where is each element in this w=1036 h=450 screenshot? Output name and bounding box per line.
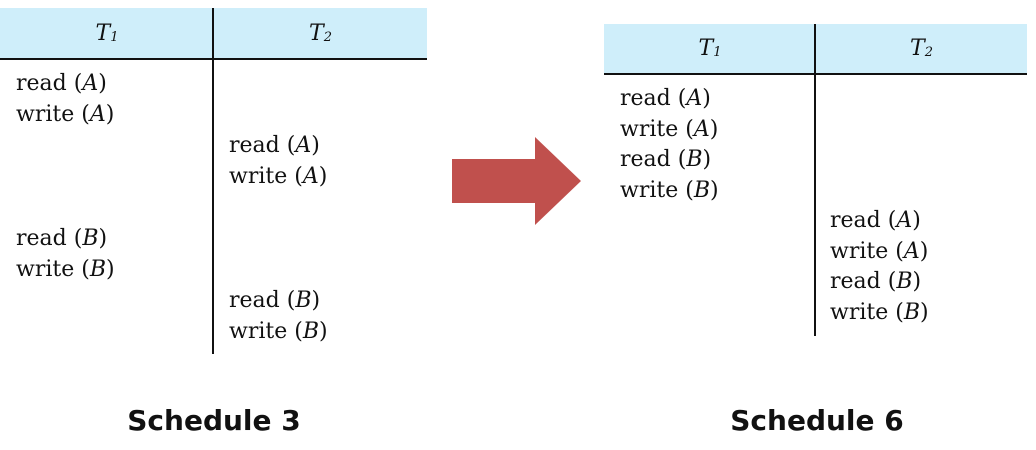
s6-t1-op-4: write (B) — [620, 178, 719, 203]
s6-t1-op-2: write (A) — [620, 117, 719, 142]
s3-t2-op-1: read (A) — [229, 133, 320, 158]
schedule-6-divider — [814, 24, 816, 336]
s3-t2-op-2: write (A) — [229, 164, 328, 189]
t1-label: T — [95, 20, 111, 46]
schedule-3-caption: Schedule 3 — [127, 404, 301, 437]
s3-t1-op-1: read (A) — [16, 71, 107, 96]
s3-t1-op-3: read (B) — [16, 226, 108, 251]
s6-t2-op-4: write (B) — [830, 300, 929, 325]
t2-subscript: 2 — [924, 45, 933, 60]
s3-t2-op-4: write (B) — [229, 319, 328, 344]
s6-t1-op-1: read (A) — [620, 86, 711, 111]
t1-label: T — [698, 36, 714, 61]
t2-label: T — [910, 36, 925, 61]
s6-t1-op-3: read (B) — [620, 147, 712, 172]
s3-t1-op-4: write (B) — [16, 257, 115, 282]
s3-t2-op-3: read (B) — [229, 288, 321, 313]
t1-subscript: 1 — [713, 45, 722, 60]
s6-t2-op-1: read (A) — [830, 208, 921, 233]
t1-subscript: 1 — [110, 29, 119, 45]
right-arrow-icon — [452, 137, 581, 225]
t2-subscript: 2 — [323, 29, 332, 45]
s6-t2-op-3: read (B) — [830, 269, 922, 294]
schedule-6-caption: Schedule 6 — [730, 404, 904, 437]
arrow-shape — [452, 137, 581, 225]
s6-t2-op-2: write (A) — [830, 239, 929, 264]
schedule-3-divider — [212, 8, 214, 354]
t2-label: T — [309, 20, 324, 46]
s3-t1-op-2: write (A) — [16, 102, 115, 127]
